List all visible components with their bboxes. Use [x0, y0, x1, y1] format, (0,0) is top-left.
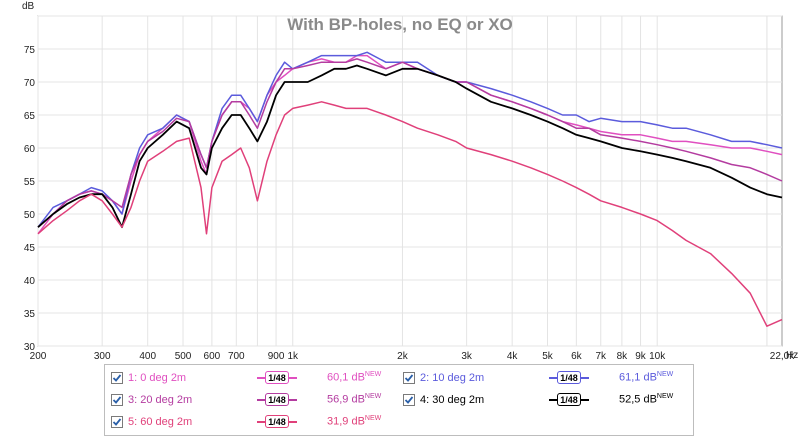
legend-level: 31,9 dBNEW: [327, 415, 381, 428]
legend-label: 4: 30 deg 2m: [420, 394, 485, 406]
legend-checkbox-5[interactable]: [111, 416, 123, 428]
y-tick-label: 55: [24, 177, 36, 188]
legend-smoothing-value: 1/48: [265, 415, 289, 428]
legend-smoothing-control[interactable]: 1/48: [549, 393, 589, 407]
legend-smoothing-control[interactable]: 1/48: [257, 415, 297, 429]
x-tick-label: 300: [94, 351, 111, 362]
legend-level-tag: NEW: [364, 393, 382, 400]
legend-level: 56,9 dBNEW: [327, 393, 381, 406]
legend-level: 60,1 dBNEW: [327, 371, 381, 384]
legend-level-value: 52,5 dB: [619, 393, 657, 406]
x-tick-label: 900: [268, 351, 285, 362]
legend-checkbox-3[interactable]: [111, 394, 123, 406]
legend-checkbox-4[interactable]: [403, 394, 415, 406]
x-tick-label: 10k: [649, 351, 666, 362]
y-tick-label: 35: [24, 309, 36, 320]
y-tick-label: 60: [24, 144, 36, 155]
series-lines: [37, 51, 783, 327]
x-tick-labels: 200 300 400 500 600 700 900 1k 2k 3k 4k 5k 6k 7k 8k 9k 1…: [30, 351, 796, 362]
legend-item-3: 3: 20 deg 2m 1/48 56,9 dBNEW: [111, 391, 397, 409]
y-tick-label: 30: [24, 342, 36, 353]
y-tick-label: 40: [24, 276, 36, 287]
x-tick-label: 9k: [635, 351, 647, 362]
x-tick-label: 600: [204, 351, 221, 362]
legend-level-tag: NEW: [364, 415, 382, 422]
series-line-3: [37, 58, 783, 228]
x-tick-label: 2k: [397, 351, 409, 362]
legend-item-1: 1: 0 deg 2m 1/48 60,1 dBNEW: [111, 369, 397, 387]
x-tick-label: 500: [175, 351, 192, 362]
x-tick-label: 6k: [571, 351, 583, 362]
x-tick-label: 8k: [617, 351, 629, 362]
y-tick-label: 45: [24, 243, 36, 254]
legend-level-tag: NEW: [364, 371, 382, 378]
y-tick-labels: 30 35 40 45 50 55 60 65 70 75: [24, 45, 36, 353]
series-line-2: [37, 51, 783, 228]
x-tick-label: 22,0k: [770, 351, 795, 362]
y-tick-label: 75: [24, 45, 36, 56]
legend-level-tag: NEW: [656, 393, 674, 400]
legend-checkbox-2[interactable]: [403, 372, 415, 384]
legend-level-value: 31,9 dB: [327, 415, 365, 428]
legend-panel: 1: 0 deg 2m 1/48 60,1 dBNEW 2: 10 deg 2m 1/4…: [104, 364, 694, 436]
legend-label: 5: 60 deg 2m: [128, 416, 193, 428]
y-axis-label: dB: [22, 1, 35, 12]
x-tick-label: 400: [139, 351, 156, 362]
legend-level-value: 61,1 dB: [619, 371, 657, 384]
legend-item-5: 5: 60 deg 2m 1/48 31,9 dBNEW: [111, 413, 397, 431]
legend-smoothing-value: 1/48: [557, 393, 581, 406]
y-tick-label: 65: [24, 111, 36, 122]
legend-smoothing-control[interactable]: 1/48: [549, 371, 589, 385]
legend-label: 2: 10 deg 2m: [420, 372, 485, 384]
legend-checkbox-1[interactable]: [111, 372, 123, 384]
x-tick-label: 4k: [507, 351, 519, 362]
legend-smoothing-value: 1/48: [265, 371, 289, 384]
legend-smoothing-control[interactable]: 1/48: [257, 393, 297, 407]
x-tick-label: 1k: [287, 351, 299, 362]
legend-smoothing-value: 1/48: [265, 393, 289, 406]
chart-title: With BP-holes, no EQ or XO: [287, 15, 513, 34]
x-axis-unit: Hz: [786, 350, 798, 361]
x-tick-label: 200: [30, 351, 47, 362]
legend-level-value: 60,1 dB: [327, 371, 365, 384]
series-line-5: [37, 101, 783, 327]
legend-smoothing-control[interactable]: 1/48: [257, 371, 297, 385]
legend-item-2: 2: 10 deg 2m 1/48 61,1 dBNEW: [403, 369, 689, 387]
y-tick-label: 70: [24, 78, 36, 89]
legend-level-value: 56,9 dB: [327, 393, 365, 406]
legend-level: 52,5 dBNEW: [619, 393, 673, 406]
x-tick-label: 700: [228, 351, 245, 362]
y-tick-label: 50: [24, 210, 36, 221]
x-tick-label: 3k: [461, 351, 473, 362]
legend-smoothing-value: 1/48: [557, 371, 581, 384]
legend-label: 3: 20 deg 2m: [128, 394, 193, 406]
grid: [37, 15, 782, 347]
legend-item-4: 4: 30 deg 2m 1/48 52,5 dBNEW: [403, 391, 689, 409]
series-line-4: [37, 64, 783, 229]
legend-level-tag: NEW: [656, 371, 674, 378]
legend-level: 61,1 dBNEW: [619, 371, 673, 384]
frequency-response-chart: 30 35 40 45 50 55 60 65 70 75 200 300 400 500 600 700 9…: [22, 1, 798, 362]
x-tick-label: 5k: [542, 351, 554, 362]
legend-label: 1: 0 deg 2m: [128, 372, 187, 384]
x-tick-label: 7k: [595, 351, 607, 362]
